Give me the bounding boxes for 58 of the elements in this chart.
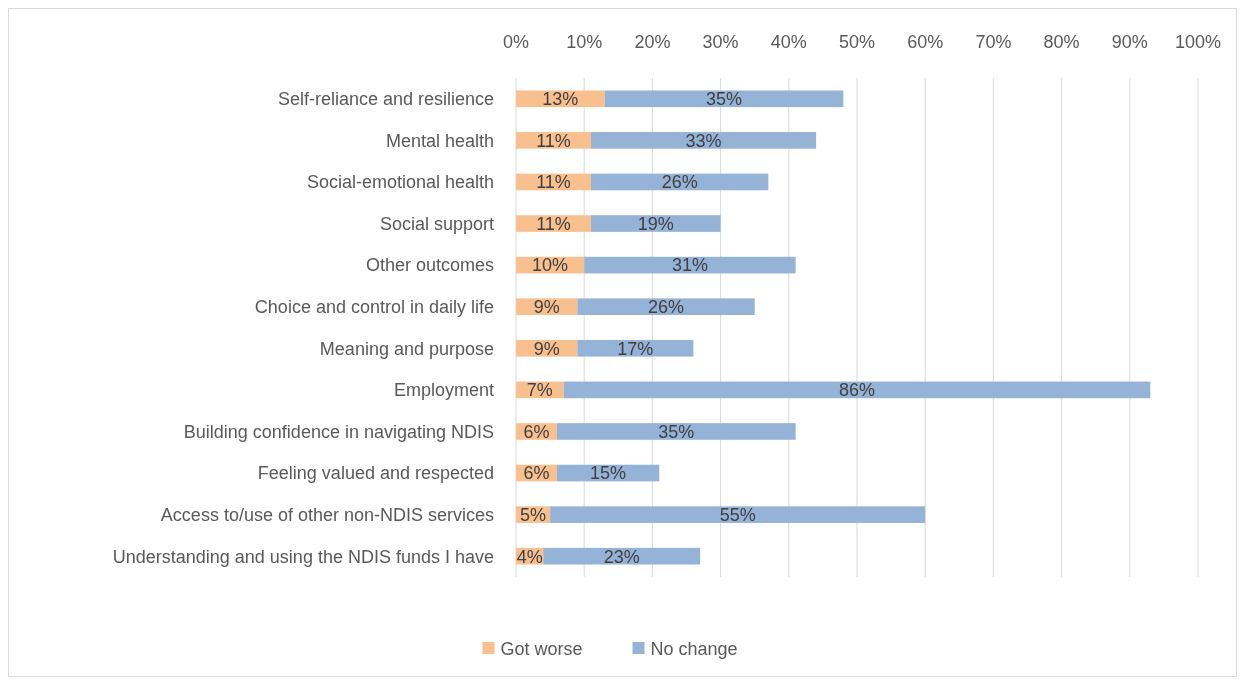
y-tick-label: Mental health [385, 130, 494, 151]
data-label: 6% [523, 463, 550, 484]
data-label: 11% [536, 213, 571, 234]
x-tick-label: 10% [566, 32, 603, 52]
bar [577, 298, 755, 316]
data-label: 6% [523, 421, 550, 442]
y-tick-label: Feeling valued and respected [257, 463, 494, 484]
bar [543, 547, 701, 565]
data-label: 19% [637, 213, 674, 234]
bar [604, 90, 844, 108]
data-label: 11% [536, 130, 571, 151]
legend-label: Got worse [500, 639, 583, 660]
data-label: 7% [526, 380, 553, 401]
x-tick-label: 20% [634, 32, 671, 52]
y-tick-label: Other outcomes [365, 255, 494, 276]
y-tick-label: Employment [393, 380, 494, 401]
data-label: 4% [516, 546, 543, 567]
x-tick-label: 0% [502, 32, 530, 52]
data-label: 11% [536, 172, 571, 193]
y-tick-label: Social-emotional health [306, 172, 494, 193]
x-tick-label: 90% [1111, 32, 1148, 52]
data-label: 10% [532, 255, 569, 276]
x-tick-label: 40% [770, 32, 807, 52]
legend-label: No change [650, 639, 738, 660]
data-label: 86% [838, 380, 876, 401]
bar [550, 506, 926, 523]
y-tick-label: Access to/use of other non-NDIS services [160, 504, 494, 525]
data-label: 35% [658, 421, 695, 442]
y-tick-label: Understanding and using the NDIS funds I have [112, 546, 494, 567]
data-label: 26% [648, 297, 685, 318]
data-label: 17% [617, 338, 654, 359]
y-tick-label: Building confidence in navigating NDIS [183, 421, 494, 442]
data-label: 26% [661, 172, 698, 193]
data-label: 5% [520, 504, 547, 525]
data-label: 15% [590, 463, 627, 484]
data-label: 35% [705, 89, 743, 110]
y-tick-label: Social support [379, 213, 494, 234]
y-tick-label: Choice and control in daily life [254, 297, 494, 318]
x-tick-label: 30% [702, 32, 739, 52]
data-label: 9% [533, 297, 560, 318]
bar [577, 339, 694, 357]
y-tick-label: Meaning and purpose [319, 338, 494, 359]
data-label: 55% [719, 504, 756, 525]
data-label: 31% [671, 255, 708, 276]
bar [563, 381, 1151, 399]
bar [591, 215, 721, 232]
data-label: 33% [685, 130, 722, 151]
y-tick-label: Self-reliance and resilience [277, 89, 494, 110]
data-label: 23% [603, 546, 640, 567]
x-tick-label: 60% [907, 32, 944, 52]
x-tick-label: 50% [838, 32, 876, 52]
bar [556, 423, 796, 440]
data-label: 13% [542, 89, 579, 110]
x-tick-label: 70% [975, 32, 1012, 52]
bar [591, 132, 817, 149]
x-tick-label: 100% [1174, 32, 1222, 52]
data-label: 9% [533, 338, 560, 359]
x-tick-label: 80% [1043, 32, 1080, 52]
